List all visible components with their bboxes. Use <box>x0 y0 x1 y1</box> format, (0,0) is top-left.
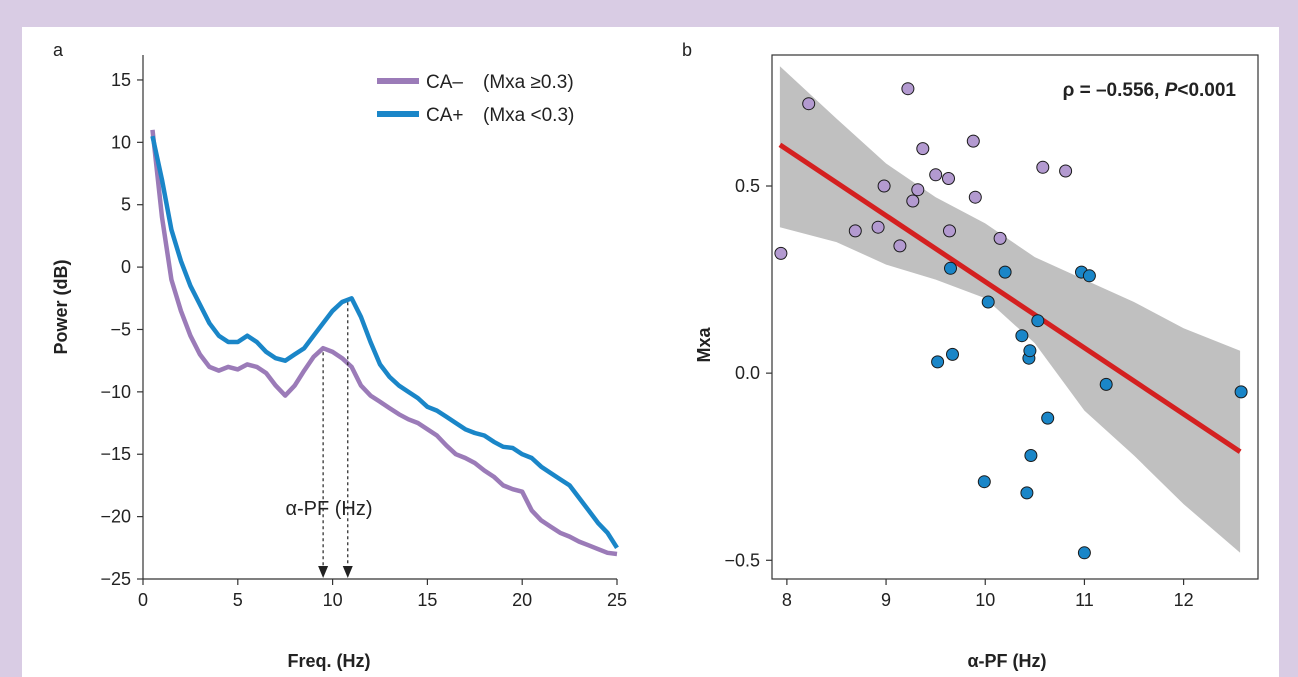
scatter-point-ca-minus <box>911 183 925 197</box>
b-x-axis-label: α-PF (Hz) <box>967 651 1046 671</box>
scatter-point-ca-minus <box>942 172 955 185</box>
scatter-point-ca-plus <box>931 355 945 369</box>
scatter-point-ca-minus <box>901 82 915 96</box>
legend-label-ca-plus: CA+ <box>426 105 464 126</box>
b-y-tick-label: 0.0 <box>735 363 760 383</box>
b-y-tick-label: −0.5 <box>724 550 760 570</box>
a-x-tick-label: 25 <box>607 590 627 610</box>
regression-line <box>778 142 1242 454</box>
b-axis-ticks: 8 9 10 11 12 0.5 0.0 −0.5 <box>724 176 1193 610</box>
scatter-point-ca-minus <box>1059 164 1073 178</box>
a-peak-markers <box>318 302 353 578</box>
series-line-ca-plus <box>150 135 619 550</box>
b-plot-frame <box>771 54 1259 580</box>
a-x-tick-label: 20 <box>512 590 532 610</box>
a-y-tick-label: 5 <box>121 195 131 215</box>
a-y-tick-label: −5 <box>110 319 131 339</box>
b-x-tick-label: 9 <box>881 590 891 610</box>
b-y-tick-label: 0.5 <box>735 176 760 196</box>
legend-note-ca-plus: (Mxa <0.3) <box>483 105 574 126</box>
scatter-point-ca-minus <box>877 179 891 193</box>
scatter-point-ca-minus <box>968 190 982 204</box>
a-y-tick-label: −10 <box>100 382 131 402</box>
scatter-point-ca-plus <box>1099 377 1113 391</box>
b-x-tick-label: 8 <box>782 590 792 610</box>
b-x-tick-label: 11 <box>1075 590 1094 610</box>
scatter-point-ca-minus <box>802 97 816 111</box>
scatter-point-ca-plus <box>977 475 991 489</box>
scatter-point-ca-minus <box>906 194 920 208</box>
scatter-point-ca-minus <box>943 224 956 238</box>
panel-label-a: a <box>53 40 64 60</box>
a-y-tick-label: −15 <box>100 444 131 464</box>
a-y-tick-label: 0 <box>121 257 131 277</box>
scatter-point-ca-minus <box>993 231 1007 245</box>
a-axis-ticks: 0 5 10 15 20 25 15 10 5 0 −5 −10 −15 −20 −25 <box>100 70 627 610</box>
confidence-band <box>779 66 1241 553</box>
scatter-point-ca-plus <box>1041 411 1055 425</box>
a-x-axis-label: Freq. (Hz) <box>288 651 371 671</box>
figure-panel: a 0 5 10 15 20 25 15 10 5 0 −5 −10 −15 −20 −25 α-PF (H… <box>22 27 1279 677</box>
a-x-tick-label: 15 <box>417 590 437 610</box>
a-y-tick-label: −25 <box>100 569 131 589</box>
scatter-point-ca-plus <box>1020 486 1034 500</box>
peak-marker-arrow <box>318 566 329 578</box>
a-x-tick-label: 10 <box>323 590 343 610</box>
scatter-point-ca-plus <box>1024 449 1038 462</box>
a-x-tick-label: 0 <box>138 590 148 610</box>
scatter-point-ca-plus <box>1031 314 1045 328</box>
scatter-point-ca-minus <box>848 224 862 238</box>
a-y-tick-label: 10 <box>111 132 131 152</box>
scatter-point-ca-plus <box>1234 385 1248 399</box>
scatter-point-ca-minus <box>893 239 907 253</box>
scatter-point-ca-minus <box>966 134 980 148</box>
peak-marker-arrow <box>342 566 353 578</box>
b-y-axis-label: Mxa <box>694 327 714 363</box>
scatter-point-ca-plus <box>1082 269 1096 283</box>
b-x-tick-label: 12 <box>1174 590 1194 610</box>
a-legend: CA– (Mxa ≥0.3) CA+ (Mxa <0.3) <box>377 72 574 126</box>
figure-canvas: a 0 5 10 15 20 25 15 10 5 0 −5 −10 −15 −20 −25 α-PF (H… <box>51 40 1259 671</box>
a-x-tick-label: 5 <box>233 590 243 610</box>
scatter-point-ca-minus <box>929 168 943 182</box>
power-spectrum-chart: 0 5 10 15 20 25 15 10 5 0 −5 −10 −15 −20 −25 α-PF (Hz)… <box>51 55 627 671</box>
a-series-lines <box>150 129 619 557</box>
scatter-point-ca-plus <box>981 295 995 309</box>
scatter-point-ca-plus <box>1023 344 1037 358</box>
scatter-point-ca-minus <box>871 220 885 234</box>
scatter-point-ca-plus <box>1015 329 1029 343</box>
a-y-tick-label: 15 <box>111 70 131 90</box>
alpha-pf-annotation: α-PF (Hz) <box>285 498 372 520</box>
panel-label-b: b <box>682 40 692 60</box>
b-x-tick-label: 10 <box>975 590 995 610</box>
correlation-annotation: ρ = –0.556, P<0.001 <box>1063 80 1237 101</box>
legend-note-ca-minus: (Mxa ≥0.3) <box>483 72 574 93</box>
mxa-scatter-chart: 8 9 10 11 12 0.5 0.0 −0.5 ρ = –0.556, P<0.001 α… <box>694 54 1259 671</box>
scatter-point-ca-plus <box>1077 546 1091 560</box>
scatter-point-ca-minus <box>1036 160 1050 174</box>
a-y-tick-label: −20 <box>100 507 131 527</box>
legend-label-ca-minus: CA– <box>426 72 463 93</box>
b-scatter-points <box>774 82 1248 560</box>
scatter-point-ca-plus <box>998 265 1012 279</box>
scatter-point-ca-plus <box>946 347 959 361</box>
series-line-ca-minus <box>150 129 618 557</box>
scatter-point-ca-minus <box>774 246 788 260</box>
scatter-point-ca-plus <box>944 261 957 275</box>
scatter-point-ca-minus <box>916 142 930 156</box>
a-y-axis-label: Power (dB) <box>51 259 71 354</box>
